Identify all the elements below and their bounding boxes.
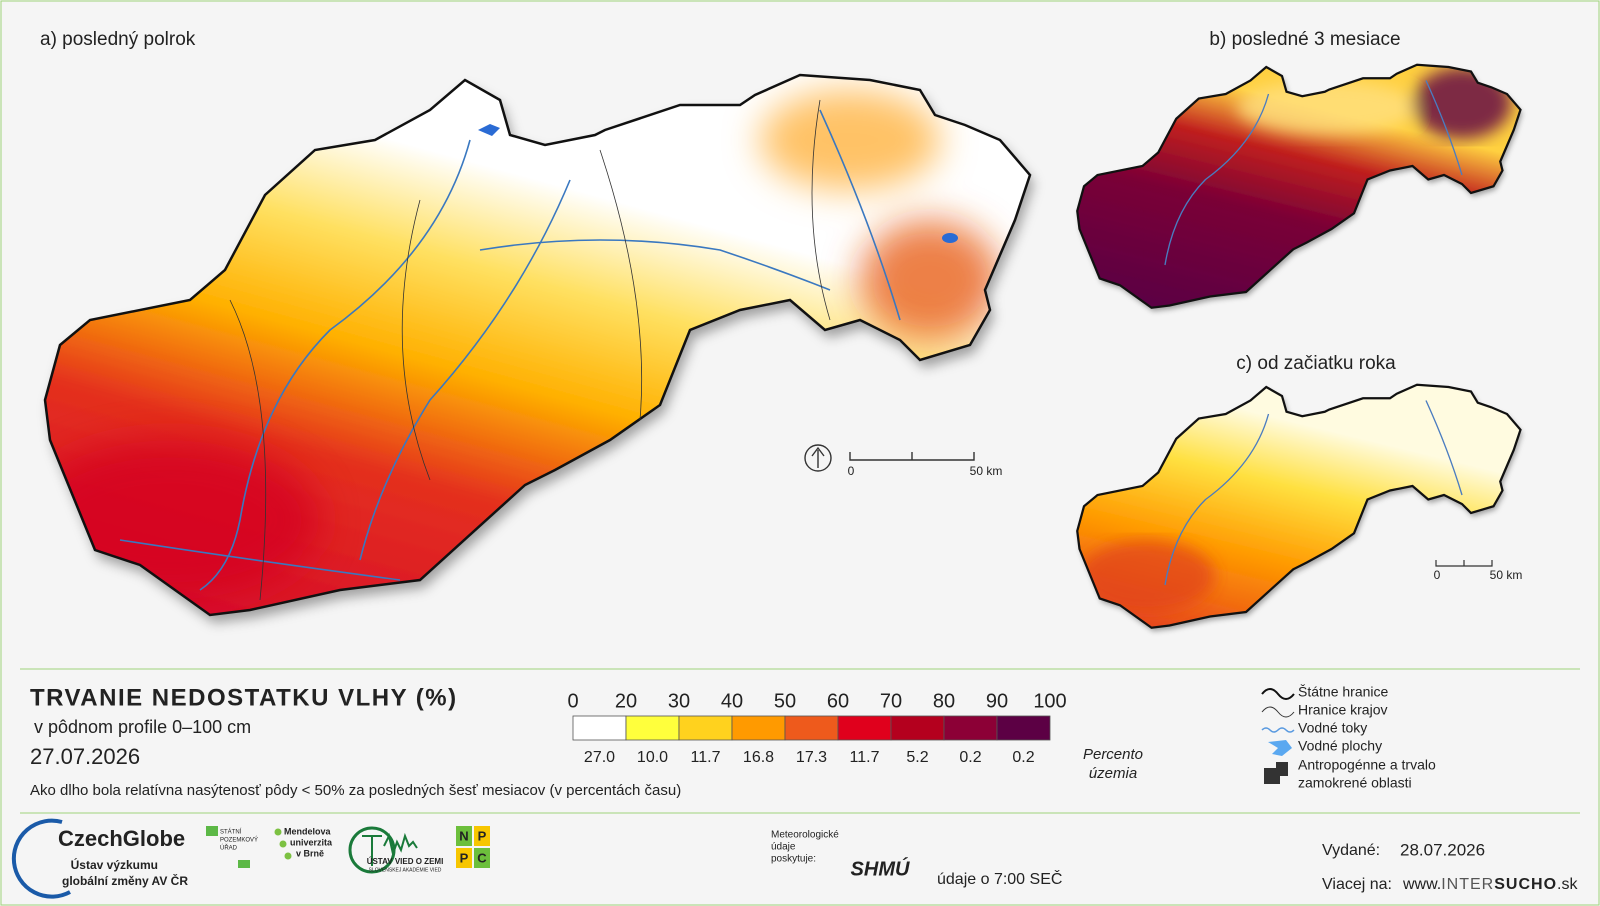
- bin-tick: 70: [880, 690, 902, 712]
- nppc-letter: P: [478, 828, 487, 843]
- map-legend-item: Antropogénne a trvalo: [1298, 757, 1436, 773]
- url-part: SUCHO: [1494, 876, 1557, 893]
- nppc-logo: [456, 826, 490, 868]
- mendelu-text: univerzita: [290, 837, 333, 847]
- url-part: INTER: [1441, 876, 1494, 893]
- bin-share: 10.0: [637, 749, 668, 766]
- bin-tick: 20: [615, 690, 637, 712]
- scale-bar: [849, 452, 975, 461]
- bin-share: 0.2: [959, 749, 981, 766]
- bin-tick: 100: [1033, 690, 1066, 712]
- spu-logo: [206, 826, 218, 836]
- bin-tick: 50: [774, 690, 796, 712]
- more-label: Viacej na:: [1322, 876, 1392, 893]
- uvz-logo: [362, 832, 418, 866]
- share-label: územia: [1089, 765, 1137, 782]
- map-label: b) posledné 3 mesiace: [1209, 29, 1400, 50]
- legend-date: 27.07.2026: [30, 744, 140, 769]
- spu-text: ÚŘAD: [220, 844, 238, 852]
- mendelu-dots: [274, 828, 292, 860]
- meteo-text: údaje: [771, 842, 796, 853]
- map-c: [1076, 383, 1522, 629]
- bin-share: 0.2: [1012, 749, 1034, 766]
- czechglobe-logo: CzechGlobe: [58, 826, 185, 851]
- spu-text: POZEMKOVÝ: [220, 837, 258, 844]
- bin-share: 11.7: [850, 749, 880, 766]
- bin-tick: 90: [986, 690, 1008, 712]
- bin-share: 5.2: [906, 749, 928, 766]
- map-legend-item: Vodné plochy: [1298, 738, 1382, 754]
- nppc-letter: P: [460, 850, 469, 865]
- color-bin: [678, 715, 733, 741]
- color-bin: [943, 715, 998, 741]
- url: www.INTERSUCHO.sk: [1402, 876, 1578, 893]
- color-bin: [996, 715, 1051, 741]
- map-legend-item: Hranice krajov: [1298, 702, 1387, 718]
- map-a: [43, 73, 1032, 617]
- map-label: c) od začiatku roka: [1236, 353, 1396, 374]
- color-bin: [625, 715, 680, 741]
- nppc-letter: N: [459, 828, 468, 843]
- uvz-text: SLOVENSKEJ AKADÉMIE VIED: [369, 866, 442, 873]
- share-label: Percento: [1083, 746, 1143, 763]
- scale-start: 0: [848, 464, 855, 478]
- bin-tick: 0: [567, 690, 578, 712]
- mendelu-text: v Brně: [296, 848, 324, 858]
- map-legend-icons: [1261, 688, 1295, 784]
- bin-share: 16.8: [743, 749, 774, 766]
- north-arrow: [804, 444, 832, 472]
- map-legend-item: Vodné toky: [1298, 720, 1367, 736]
- color-bin: [572, 715, 627, 741]
- color-bar: 27.0 10.0 11.7 16.8 17.3 11.7 5.2 0.2 0.2 0 20 30 40…: [567, 690, 1066, 766]
- logo-arc: [11, 818, 71, 899]
- bin-tick: 60: [827, 690, 849, 712]
- bin-share: 17.3: [796, 749, 827, 766]
- uvz-text: ÚSTAV VIED O ZEMI: [367, 857, 444, 866]
- meteo-text: Meteorologické: [771, 830, 839, 841]
- czechglobe-sub: Ústav výzkumu: [71, 857, 158, 872]
- shmu-logo: SHMÚ: [851, 856, 910, 880]
- scale-start: 0: [1434, 568, 1441, 582]
- color-bin: [837, 715, 892, 741]
- nppc-letter: C: [477, 850, 487, 865]
- spu-logo: [238, 860, 250, 868]
- bin-share: 11.7: [691, 749, 721, 766]
- map-legend-item: Štátne hranice: [1298, 684, 1388, 700]
- scale-end: 50 km: [970, 464, 1003, 478]
- legend-subtitle: v pôdnom profile 0–100 cm: [34, 717, 251, 737]
- mendelu-text: Mendelova: [284, 826, 332, 836]
- color-bin: [731, 715, 786, 741]
- bin-tick: 30: [668, 690, 690, 712]
- bin-tick: 40: [721, 690, 743, 712]
- meteo-text: poskytuje:: [771, 854, 816, 865]
- bin-share: 27.0: [584, 749, 615, 766]
- legend-description: Ako dlho bola relatívna nasýtenosť pôdy …: [30, 782, 681, 799]
- legend-title: TRVANIE NEDOSTATKU VLHY (%): [30, 684, 458, 711]
- color-bin: [890, 715, 945, 741]
- bin-tick: 80: [933, 690, 955, 712]
- color-bin: [784, 715, 839, 741]
- spu-text: STÁTNÍ: [220, 829, 242, 836]
- url-part: www.: [1402, 876, 1441, 893]
- map-b: [1076, 63, 1522, 309]
- issued-label: Vydané:: [1322, 842, 1380, 859]
- map-legend-item: zamokrené oblasti: [1298, 775, 1412, 791]
- issued-date: 28.07.2026: [1400, 840, 1485, 859]
- map-label: a) posledný polrok: [40, 29, 196, 50]
- scale-end: 50 km: [1490, 568, 1523, 582]
- czechglobe-sub: globální změny AV ČR: [62, 873, 188, 888]
- scale-bar: [1435, 560, 1493, 567]
- time-note: údaje o 7:00 SEČ: [937, 869, 1062, 888]
- url-part: .sk: [1557, 876, 1578, 893]
